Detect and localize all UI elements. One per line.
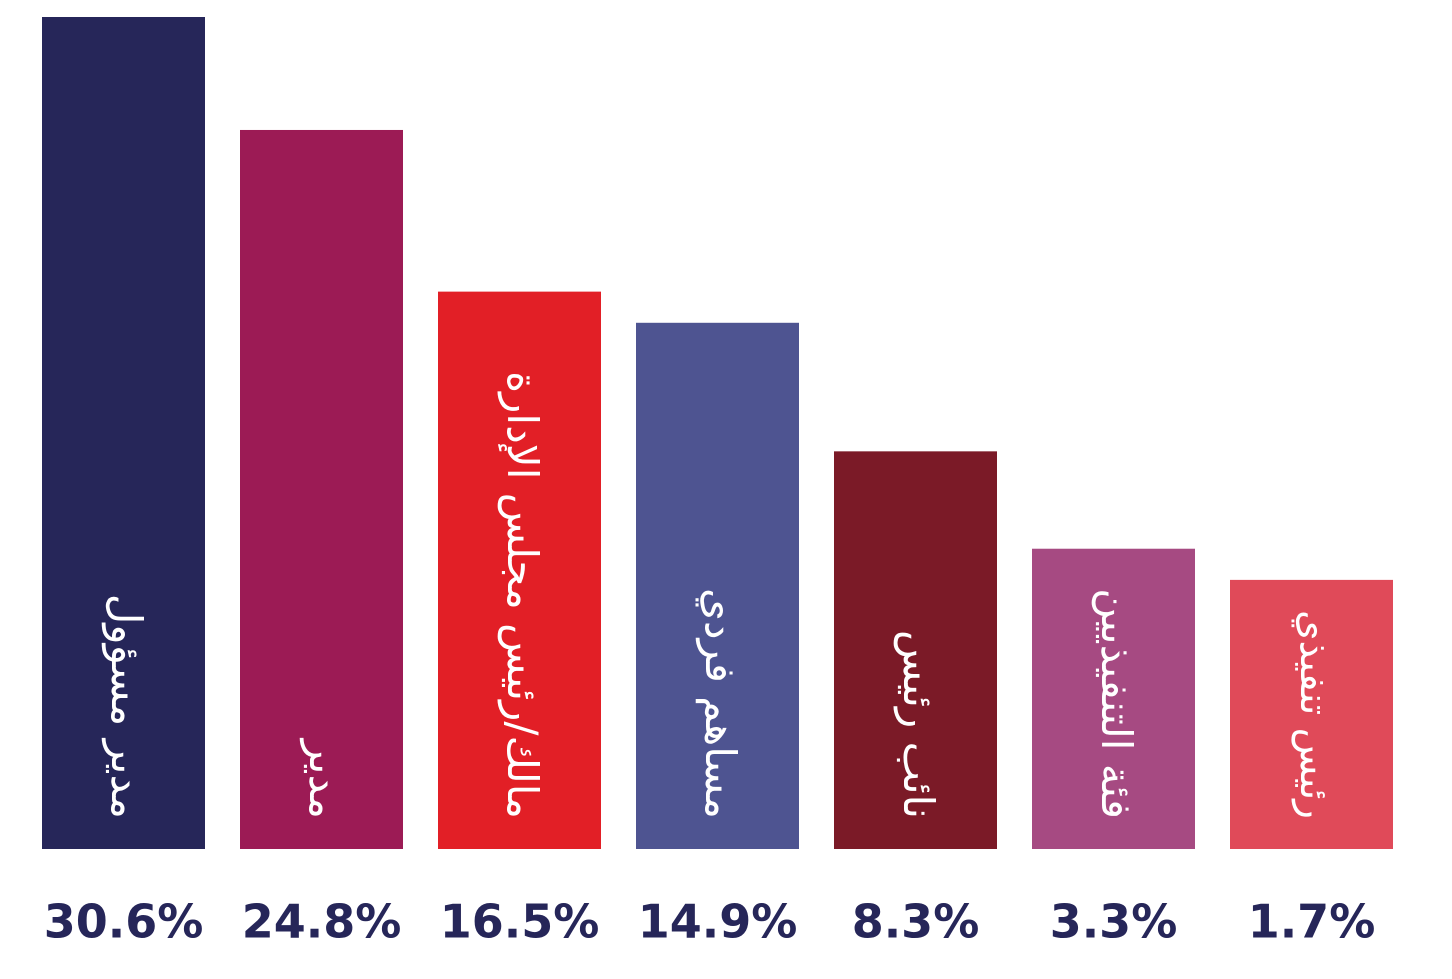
category-label: مدير xyxy=(300,738,349,819)
value-label: 16.5% xyxy=(440,895,600,949)
bar xyxy=(240,129,403,850)
value-label: 24.8% xyxy=(242,895,402,949)
value-label: 30.6% xyxy=(44,895,204,949)
value-label: 8.3% xyxy=(852,895,980,949)
category-label: فئة التنفيذيين xyxy=(1092,588,1141,819)
bar xyxy=(636,322,799,849)
bar xyxy=(834,451,997,849)
value-label: 3.3% xyxy=(1050,895,1178,949)
bar xyxy=(1230,579,1393,849)
category-label: رئيس تنفيذي xyxy=(1291,610,1336,819)
category-label: مساهم فردي xyxy=(695,588,745,819)
value-label: 14.9% xyxy=(638,895,798,949)
bar xyxy=(438,291,601,849)
bar xyxy=(42,17,205,849)
category-label: مالك/رئيس مجلس الإدارة xyxy=(498,371,547,819)
category-label: نائب رئيس xyxy=(894,630,943,819)
value-label: 1.7% xyxy=(1248,895,1376,949)
bar xyxy=(1032,548,1195,849)
category-label: مدير مسؤول xyxy=(102,594,151,819)
